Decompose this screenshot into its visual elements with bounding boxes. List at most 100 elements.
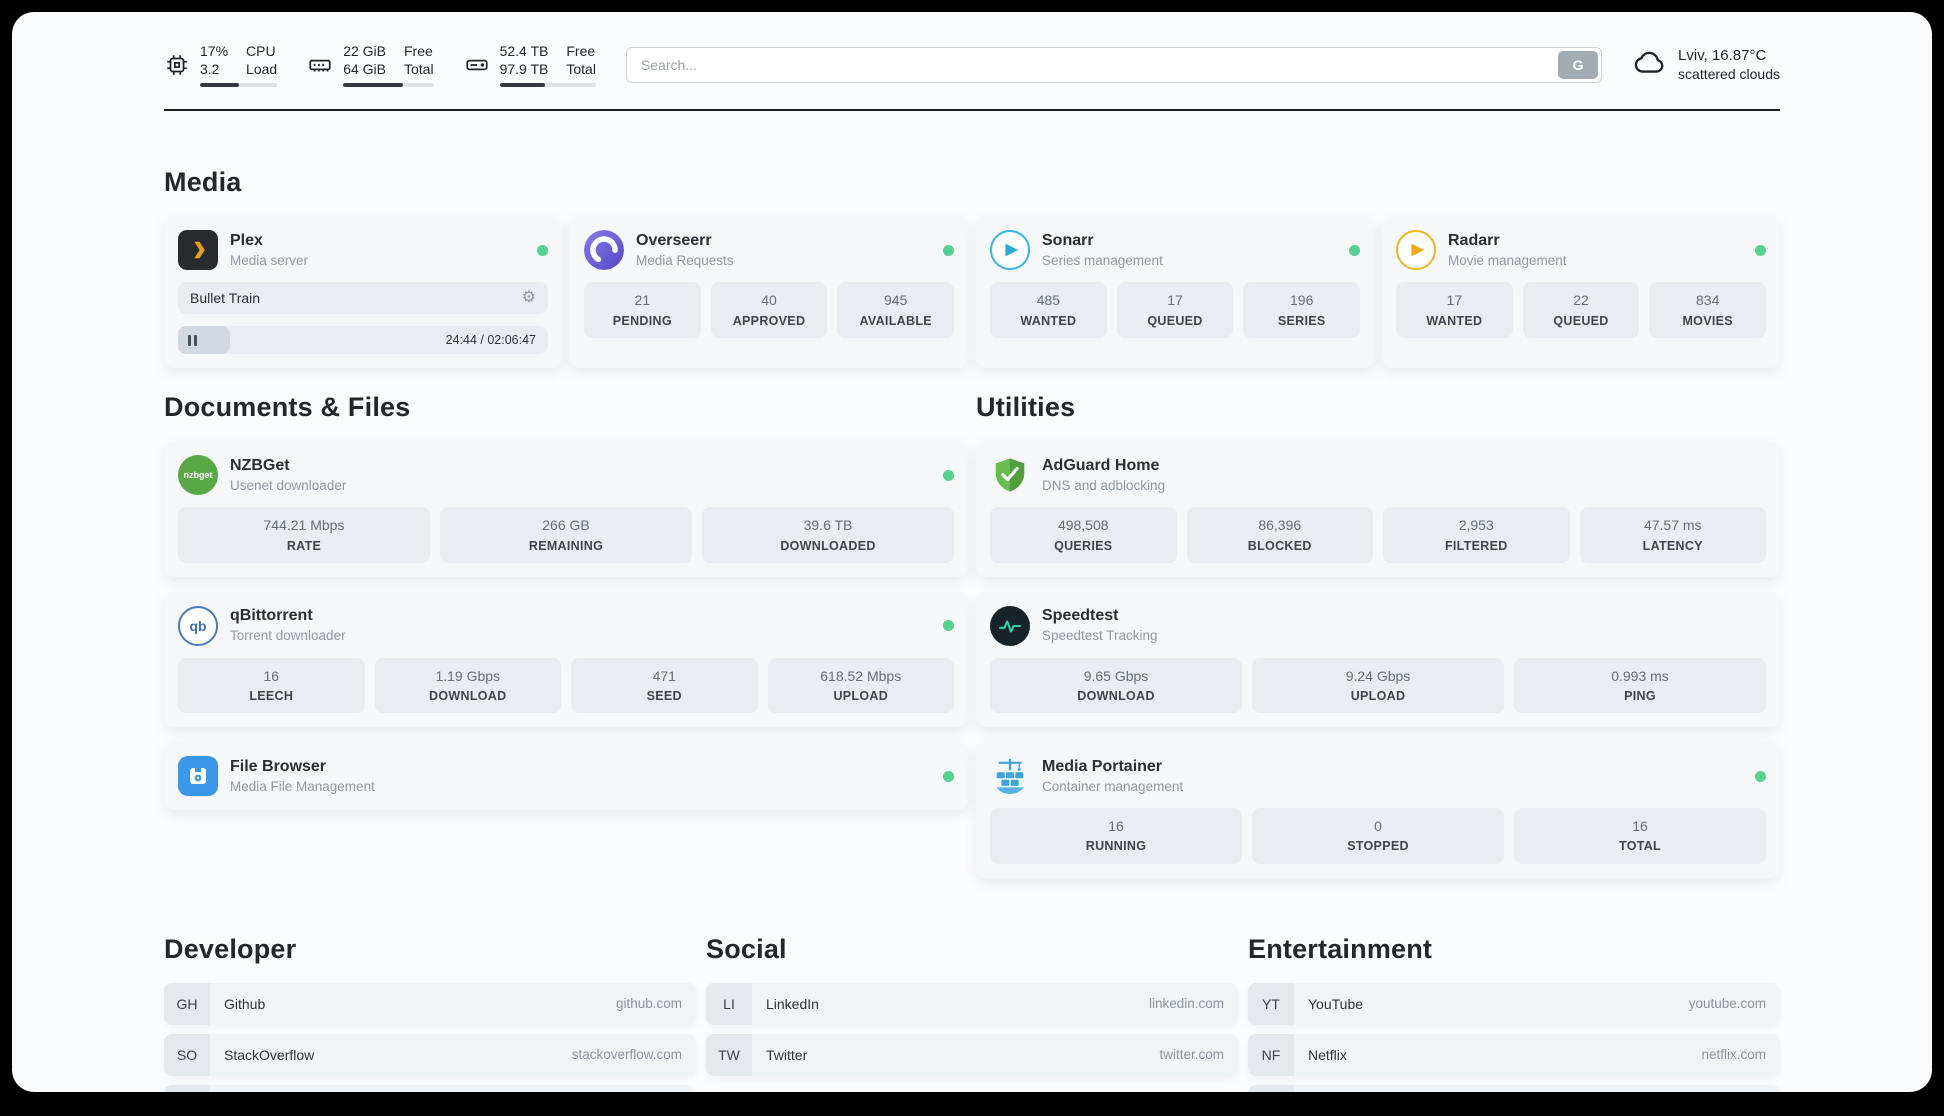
nzbget-icon: nzbget	[178, 455, 218, 496]
bookmark-name: Twitter	[766, 1046, 808, 1063]
cpu-label-2: Load	[246, 61, 278, 78]
app-name: Sonarr	[1042, 231, 1094, 249]
bookmark-abbr: GH	[164, 982, 210, 1025]
disk-icon	[464, 52, 490, 78]
adguard-card[interactable]: AdGuard Home DNS and adblocking 498,508 …	[976, 441, 1780, 577]
radarr-card[interactable]: Radarr Movie management 17 WANTED 22 QUE…	[1382, 216, 1780, 369]
search-input[interactable]	[625, 46, 1603, 83]
bookmark-url: netflix.com	[1701, 1047, 1766, 1063]
plex-icon	[178, 230, 218, 271]
stat-queued: 17 QUEUED	[1116, 282, 1234, 338]
ram-icon	[307, 52, 333, 78]
app-name: NZBGet	[230, 456, 290, 474]
bookmark-url: twitter.com	[1159, 1047, 1224, 1063]
bookmark-twitter[interactable]: TW Twitter twitter.com	[706, 1033, 1238, 1076]
stat-blocked: 86,396 BLOCKED	[1186, 507, 1373, 563]
stat-downloaded: 39.6 TB DOWNLOADED	[702, 507, 954, 563]
player-progress-bar[interactable]: 24:44 / 02:06:47	[178, 326, 548, 355]
bookmark-url: youtube.com	[1688, 996, 1766, 1012]
bookmark-github[interactable]: GH Github github.com	[164, 982, 696, 1025]
filebrowser-card[interactable]: File Browser Media File Management	[164, 742, 968, 811]
section-documents: Documents & Files nzbget NZBGet Usenet d…	[164, 392, 968, 877]
section-entertainment: Entertainment YT YouTube youtube.com NF …	[1248, 934, 1780, 1092]
nzbget-card[interactable]: nzbget NZBGet Usenet downloader 744.21 M…	[164, 441, 968, 577]
app-subtitle: DNS and adblocking	[1042, 477, 1166, 493]
search-engine-button[interactable]: G	[1558, 50, 1599, 79]
section-social: Social LI LinkedIn linkedin.com TW Twitt…	[706, 934, 1238, 1092]
bookmark-url: stackoverflow.com	[571, 1047, 682, 1063]
bookmark-name: YouTube	[1308, 995, 1364, 1012]
stat-total: 16 TOTAL	[1514, 808, 1766, 864]
entertainment-section-title: Entertainment	[1248, 933, 1433, 964]
pause-icon[interactable]	[188, 334, 197, 346]
sonarr-card[interactable]: Sonarr Series management 485 WANTED 17 Q…	[976, 216, 1374, 369]
bookmark-abbr: TW	[706, 1033, 752, 1076]
app-subtitle: Media server	[230, 252, 309, 268]
status-dot	[1755, 770, 1766, 782]
weather-location: Lviv, 16.87°C	[1678, 46, 1767, 64]
dashboard-page: 17% 3.2 CPU Load	[12, 12, 1932, 1092]
bookmark-url: github.com	[615, 996, 682, 1012]
disk-total-label: Total	[566, 61, 596, 78]
section-developer: Developer GH Github github.com SO StackO…	[164, 934, 696, 1092]
stat-download: 9.65 Gbps DOWNLOAD	[990, 657, 1242, 714]
app-name: Overseerr	[636, 231, 712, 249]
bookmark-stackoverflow[interactable]: SO StackOverflow stackoverflow.com	[164, 1033, 696, 1076]
overseerr-card[interactable]: Overseerr Media Requests 21 PENDING 40 A…	[570, 216, 968, 369]
bookmark-netflix[interactable]: NF Netflix netflix.com	[1248, 1033, 1780, 1076]
radarr-icon	[1396, 230, 1436, 271]
cpu-percent: 17%	[200, 43, 229, 59]
app-subtitle: Container management	[1042, 778, 1184, 794]
app-name: Speedtest	[1042, 607, 1119, 625]
qbittorrent-card[interactable]: qb qBittorrent Torrent downloader 16	[164, 591, 968, 728]
bookmark-linkedin[interactable]: LI LinkedIn linkedin.com	[706, 982, 1238, 1025]
developer-section-title: Developer	[164, 933, 297, 964]
cloud-icon	[1632, 47, 1668, 82]
app-name: qBittorrent	[230, 607, 313, 625]
status-dot	[1755, 244, 1766, 256]
bookmark-abbr: YT	[1248, 982, 1294, 1025]
app-name: Radarr	[1448, 231, 1500, 249]
overseerr-icon	[584, 230, 624, 271]
social-section-title: Social	[706, 933, 787, 964]
status-dot	[943, 620, 954, 632]
cpu-progress-fill	[200, 83, 239, 88]
bookmark-abbr: SO	[164, 1033, 210, 1076]
bookmark-youtube[interactable]: YT YouTube youtube.com	[1248, 982, 1780, 1025]
media-section-title: Media	[164, 167, 242, 198]
bookmark-name: Github	[224, 995, 266, 1012]
app-name: Media Portainer	[1042, 757, 1163, 775]
ram-total-label: Total	[404, 61, 434, 78]
speedtest-card[interactable]: Speedtest Speedtest Tracking 9.65 Gbps D…	[976, 591, 1780, 728]
plex-card[interactable]: Plex Media server Bullet Train ⚙ 24:44 /…	[164, 216, 562, 369]
player-time: 24:44 / 02:06:47	[445, 333, 536, 348]
now-playing-title: Bullet Train	[190, 290, 261, 307]
disk-free-value: 52.4 TB	[499, 43, 549, 59]
cpu-label: CPU	[246, 43, 276, 59]
stat-upload: 618.52 Mbps UPLOAD	[767, 657, 954, 714]
top-bar: 17% 3.2 CPU Load	[164, 42, 1780, 88]
cpu-load-value: 3.2	[200, 61, 220, 78]
app-subtitle: Media File Management	[230, 778, 375, 794]
stat-movies: 834 MOVIES	[1649, 282, 1767, 338]
bookmark-reddit[interactable]: RE Reddit reddit.com	[1248, 1084, 1780, 1092]
ram-stat: 22 GiB 64 GiB Free Total	[307, 42, 434, 88]
app-name: Plex	[230, 231, 263, 249]
disk-progress-track	[499, 83, 596, 88]
app-subtitle: Media Requests	[636, 252, 734, 268]
stat-ping: 0.993 ms PING	[1514, 657, 1766, 714]
cpu-stat: 17% 3.2 CPU Load	[164, 42, 278, 88]
player-progress-fill	[178, 326, 230, 355]
bookmark-dev[interactable]: DT DEV dev.to	[164, 1084, 696, 1092]
gear-icon[interactable]: ⚙	[521, 289, 536, 307]
portainer-card[interactable]: Media Portainer Container management 16 …	[976, 742, 1780, 878]
bookmark-abbr: LI	[706, 982, 752, 1025]
app-subtitle: Torrent downloader	[230, 628, 346, 644]
weather-widget[interactable]: Lviv, 16.87°C scattered clouds	[1632, 46, 1780, 84]
disk-progress-fill	[499, 83, 545, 88]
disk-stat: 52.4 TB 97.9 TB Free Total	[464, 42, 596, 88]
sonarr-icon	[990, 230, 1030, 271]
utilities-section-title: Utilities	[976, 392, 1076, 423]
status-dot	[943, 244, 954, 256]
app-subtitle: Movie management	[1448, 252, 1567, 268]
